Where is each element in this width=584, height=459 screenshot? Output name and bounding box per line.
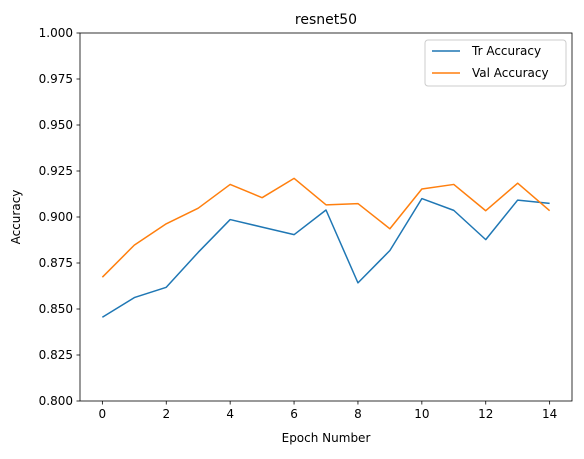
y-tick-label: 0.900 <box>39 210 73 224</box>
x-tick-label: 4 <box>226 407 234 421</box>
y-tick-label: 0.850 <box>39 302 73 316</box>
x-tick-label: 8 <box>354 407 362 421</box>
y-tick-label: 0.825 <box>39 348 73 362</box>
y-tick-label: 0.975 <box>39 72 73 86</box>
x-tick-label: 12 <box>478 407 493 421</box>
series-line-1 <box>101 177 551 278</box>
y-axis-label: Accuracy <box>9 190 23 245</box>
y-tick-label: 0.800 <box>39 394 73 408</box>
x-tick-label: 14 <box>542 407 557 421</box>
x-axis: 0 2 4 6 8 10 12 14 <box>99 401 557 421</box>
legend-box <box>424 39 567 87</box>
x-tick-label: 2 <box>162 407 170 421</box>
legend-label-1: Val Accuracy <box>472 66 549 80</box>
chart-title: resnet50 <box>295 12 357 28</box>
y-tick-label: 0.875 <box>39 256 73 270</box>
y-tick-label: 1.000 <box>39 26 73 40</box>
y-axis: 0.800 0.825 0.850 0.875 0.900 0.925 0.950 0.975… <box>39 26 80 408</box>
x-tick-label: 10 <box>414 407 429 421</box>
y-tick-label: 0.950 <box>39 118 73 132</box>
x-axis-label: Epoch Number <box>282 431 371 445</box>
x-tick-label: 6 <box>290 407 298 421</box>
legend-label-0: Tr Accuracy <box>471 44 541 58</box>
legend: Tr Accuracy Val Accuracy <box>424 39 567 87</box>
plot-area <box>79 32 573 402</box>
x-tick-label: 0 <box>99 407 107 421</box>
plot-frame <box>79 32 573 402</box>
y-tick-label: 0.925 <box>39 164 73 178</box>
series-line-0 <box>101 197 550 318</box>
